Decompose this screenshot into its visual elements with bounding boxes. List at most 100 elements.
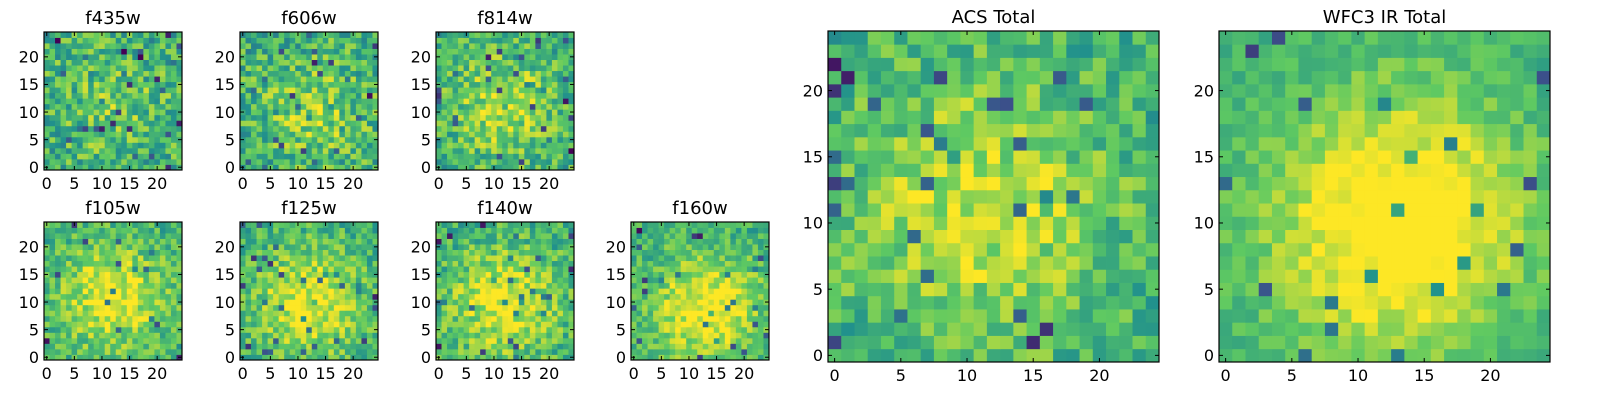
heatmap-cell (289, 125, 296, 132)
heatmap-cell (93, 48, 100, 55)
heatmap-cell (251, 76, 257, 83)
heatmap-cell (110, 98, 117, 105)
heatmap-cell (251, 54, 257, 60)
heatmap-cell (60, 98, 67, 105)
heatmap-cell (267, 65, 274, 72)
heatmap-cell (317, 125, 324, 132)
heatmap-cell (540, 293, 547, 300)
heatmap-cell (502, 332, 509, 339)
heatmap-cell (71, 153, 78, 160)
heatmap-cell (458, 164, 464, 171)
y-tick-label: 20 (19, 48, 39, 67)
heatmap-cell (289, 238, 296, 245)
heatmap-cell (339, 32, 346, 38)
heatmap-cell (154, 326, 161, 333)
heatmap-cell (557, 37, 564, 44)
heatmap-cell (256, 125, 263, 132)
heatmap-cell (680, 293, 687, 300)
heatmap-cell (77, 87, 84, 94)
heatmap-cell (284, 158, 291, 165)
heatmap-cell (1000, 322, 1014, 336)
heatmap-cell (99, 288, 106, 295)
heatmap-cell (110, 120, 117, 127)
heatmap-cell (88, 282, 95, 289)
heatmap-cell (647, 315, 654, 322)
heatmap-cell (311, 32, 318, 38)
heatmap-cell (746, 222, 753, 228)
heatmap-cell (441, 65, 448, 72)
heatmap-cell (278, 227, 285, 234)
heatmap-cell (115, 131, 122, 138)
heatmap-cell (104, 332, 111, 339)
heatmap-cell (278, 310, 285, 317)
heatmap-cell (452, 260, 459, 267)
heatmap-cell (132, 76, 139, 83)
heatmap-cell (653, 249, 659, 256)
heatmap-cell (907, 216, 922, 230)
heatmap-cell (49, 70, 56, 77)
heatmap-cell (110, 109, 117, 116)
heatmap-cell (518, 65, 525, 72)
heatmap-cell (121, 120, 128, 127)
heatmap-cell (88, 315, 95, 322)
heatmap-cell (176, 76, 183, 83)
heatmap-cell (333, 142, 340, 149)
heatmap-cell (115, 293, 122, 300)
heatmap-cell (366, 131, 373, 138)
heatmap-cell (1092, 282, 1107, 297)
heatmap-cell (372, 153, 379, 160)
heatmap-cell (642, 271, 648, 278)
heatmap-cell (447, 299, 453, 306)
heatmap-cell (115, 70, 122, 77)
heatmap-cell (436, 348, 442, 355)
heatmap-cell (540, 244, 547, 250)
heatmap-cell (933, 269, 948, 283)
heatmap-cell (518, 131, 525, 138)
heatmap-cell (350, 87, 357, 94)
heatmap-cell (686, 249, 693, 256)
heatmap-cell (93, 233, 100, 239)
heatmap-cell (546, 233, 553, 239)
heatmap-cell (480, 332, 487, 339)
heatmap-cell (452, 299, 459, 306)
heatmap-cell (93, 288, 100, 295)
heatmap-cell (350, 43, 357, 49)
heatmap-cell (647, 299, 654, 306)
heatmap-cell (502, 125, 509, 132)
heatmap-cell (366, 87, 373, 94)
heatmap-cell (110, 266, 117, 273)
x-tick-label: 15 (706, 364, 726, 383)
heatmap-cell (469, 255, 476, 262)
heatmap-cell (350, 158, 357, 165)
heatmap-cell (93, 153, 100, 160)
heatmap-cell (82, 249, 89, 256)
heatmap-cell (121, 59, 128, 66)
heatmap-cell (480, 103, 487, 110)
heatmap-cell (256, 98, 263, 105)
heatmap-cell (322, 255, 329, 262)
heatmap-cell (77, 92, 84, 99)
heatmap-cell (278, 158, 285, 165)
heatmap-cell (540, 103, 547, 110)
heatmap-cell (267, 158, 274, 165)
heatmap-cell (546, 227, 553, 234)
heatmap-cell (562, 76, 569, 83)
heatmap-cell (664, 255, 671, 262)
heatmap-cell (491, 76, 498, 83)
heatmap-cell (165, 271, 172, 278)
heatmap-cell (110, 321, 117, 328)
heatmap-cell (697, 266, 704, 273)
heatmap-cell (278, 109, 285, 116)
heatmap-cell (132, 260, 139, 267)
heatmap-cell (686, 277, 693, 284)
heatmap-cell (311, 87, 318, 94)
heatmap-cell (256, 288, 263, 295)
heatmap-cell (278, 332, 285, 339)
heatmap-cell (306, 332, 313, 339)
heatmap-cell (724, 321, 731, 328)
heatmap-cell (137, 32, 144, 38)
heatmap-cell (273, 81, 280, 88)
heatmap-cell (104, 109, 111, 116)
heatmap-cell (973, 189, 988, 204)
heatmap-cell (60, 37, 67, 44)
